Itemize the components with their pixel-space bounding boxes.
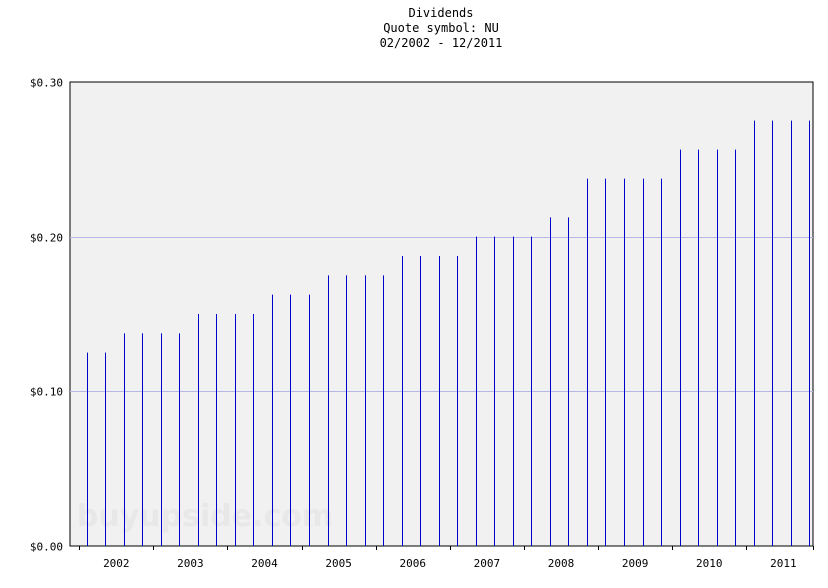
x-tick-label: 2011 <box>770 557 797 570</box>
gridlines <box>70 237 813 392</box>
y-axis-ticks: $0.00 $0.10 $0.20 $0.30 <box>30 77 63 554</box>
chart-subtitle-range: 02/2002 - 12/2011 <box>379 36 503 50</box>
x-tick-label: 2006 <box>400 557 427 570</box>
y-tick-label: $0.10 <box>30 386 63 399</box>
x-tick-label: 2002 <box>103 557 130 570</box>
plot-area <box>69 81 814 547</box>
chart-title: Dividends <box>408 6 474 20</box>
y-tick-label: $0.30 <box>30 77 63 90</box>
x-axis-ticks: 2002 2003 2004 2005 2006 2007 2008 2009 2010 2011 <box>79 546 814 570</box>
y-tick-label: $0.00 <box>30 541 63 554</box>
x-tick-label: 2004 <box>251 557 278 570</box>
x-tick-label: 2010 <box>696 557 723 570</box>
x-tick-label: 2009 <box>622 557 649 570</box>
x-tick-label: 2003 <box>177 557 204 570</box>
chart-subtitle-symbol: Quote symbol: NU <box>383 21 499 35</box>
chart-title-block: Dividends Quote symbol: NU 02/2002 - 12/… <box>0 6 828 51</box>
x-tick-label: 2007 <box>474 557 501 570</box>
watermark: buyupside.com <box>77 499 333 534</box>
dividend-bars <box>87 120 810 546</box>
y-tick-label: $0.20 <box>30 232 63 245</box>
x-tick-label: 2008 <box>548 557 575 570</box>
x-tick-label: 2005 <box>325 557 352 570</box>
